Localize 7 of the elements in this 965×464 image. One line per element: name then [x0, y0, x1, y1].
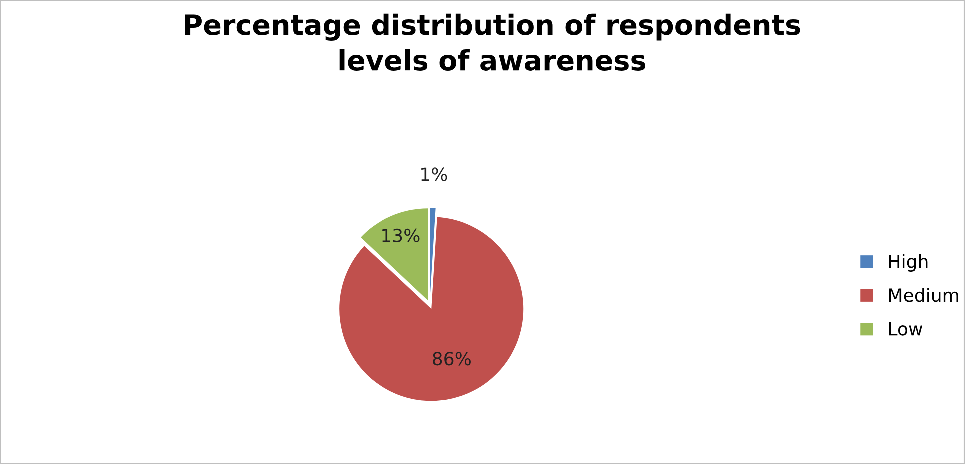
chart-title: Percentage distribution of respondents levels of awareness: [185, 14, 800, 71]
data-label: 86%: [433, 352, 471, 366]
data-label: 1%: [422, 168, 448, 182]
data-label: 13%: [382, 228, 420, 243]
legend-label: Low: [889, 322, 923, 336]
legend-label: High: [889, 254, 928, 272]
legend-label: Medium: [889, 288, 958, 302]
